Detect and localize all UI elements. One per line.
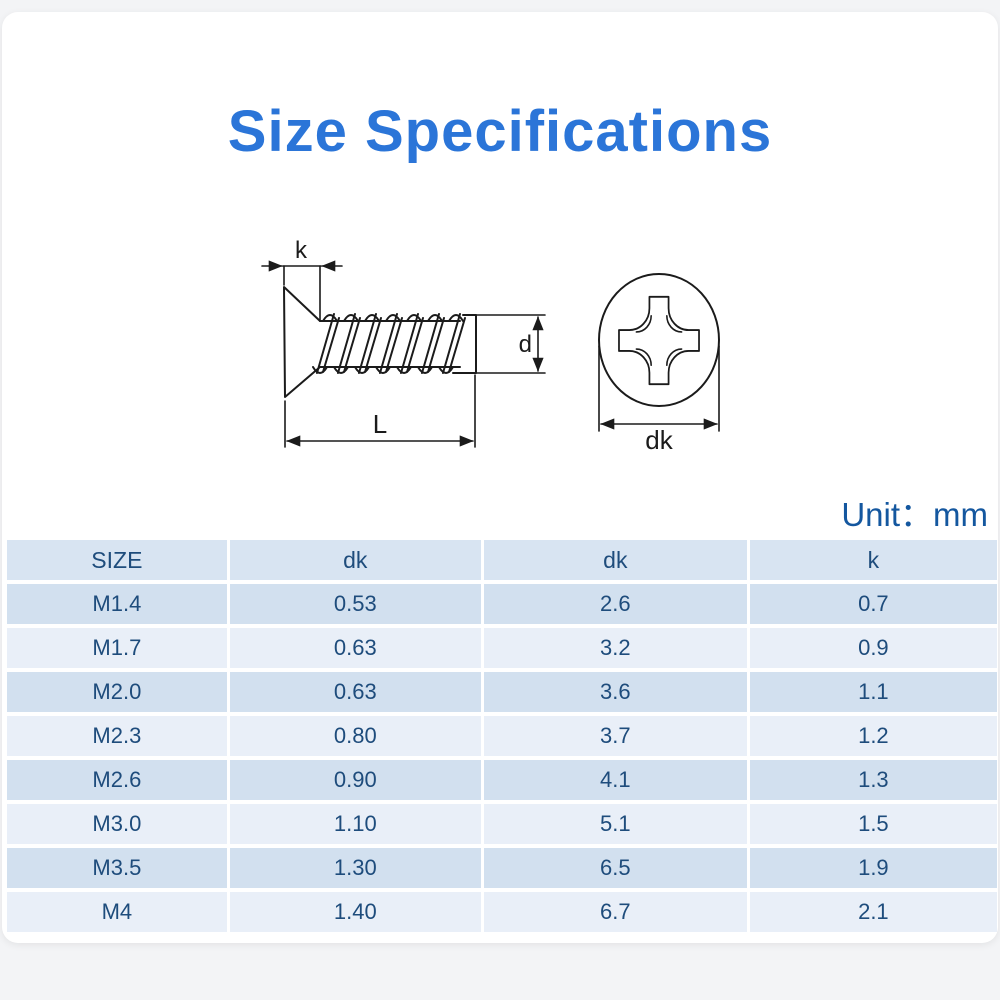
table-cell: 0.80 — [229, 716, 481, 756]
table-cell: M2.0 — [7, 672, 227, 712]
table-cell: M3.5 — [7, 848, 227, 888]
col-header-dk-2: dk — [483, 540, 747, 580]
table-cell: 0.9 — [749, 628, 997, 668]
table-cell: 3.7 — [483, 716, 747, 756]
screw-side-view: k d L — [261, 237, 546, 448]
table-cell: M2.6 — [7, 760, 227, 800]
table-cell: 2.1 — [749, 892, 997, 932]
screw-head-profile — [283, 286, 321, 398]
screw-thread-flights — [316, 313, 466, 374]
size-spec-table: SIZE dk dk k M1.4 0.53 2.6 0.7 M1.7 0.63 3.2 0.… — [4, 536, 1000, 936]
screw-thread-crests — [312, 314, 464, 374]
dim-label-L: L — [373, 409, 387, 439]
table-cell: 1.3 — [749, 760, 997, 800]
table-cell: 3.2 — [483, 628, 747, 668]
table-cell: 1.40 — [229, 892, 481, 932]
col-header-size: SIZE — [7, 540, 227, 580]
table-cell: 1.1 — [749, 672, 997, 712]
table-header-row: SIZE dk dk k — [7, 540, 997, 580]
table-cell: 0.63 — [229, 672, 481, 712]
spec-card: Size Specifications k — [2, 12, 998, 943]
table-cell: 1.9 — [749, 848, 997, 888]
unit-label: Unit：mm — [841, 496, 988, 533]
table-cell: 1.2 — [749, 716, 997, 756]
head-outline-circle — [598, 273, 720, 407]
table-cell: 6.7 — [483, 892, 747, 932]
table-row: M2.3 0.80 3.7 1.2 — [7, 716, 997, 756]
screw-head-top-view: dk — [598, 273, 720, 455]
table-row: M1.4 0.53 2.6 0.7 — [7, 584, 997, 624]
dimension-k: k — [261, 237, 343, 322]
table-cell: 1.5 — [749, 804, 997, 844]
table-cell: M1.7 — [7, 628, 227, 668]
size-spec-table-body: M1.4 0.53 2.6 0.7 M1.7 0.63 3.2 0.9 M2.0 0.63 3.6 1… — [7, 584, 997, 932]
table-cell: M3.0 — [7, 804, 227, 844]
screw-technical-drawing: k d L — [261, 237, 720, 455]
dimension-d: d — [475, 314, 546, 374]
table-cell: M4 — [7, 892, 227, 932]
table-row: M3.5 1.30 6.5 1.9 — [7, 848, 997, 888]
table-cell: 1.10 — [229, 804, 481, 844]
dim-label-dk: dk — [645, 425, 673, 455]
table-cell: 5.1 — [483, 804, 747, 844]
phillips-recess — [618, 295, 700, 386]
page-title: Size Specifications — [227, 99, 773, 164]
table-cell: 0.7 — [749, 584, 997, 624]
table-cell: M2.3 — [7, 716, 227, 756]
screw-tip-end — [452, 314, 477, 374]
table-cell: 0.53 — [229, 584, 481, 624]
table-cell: 3.6 — [483, 672, 747, 712]
table-cell: 0.90 — [229, 760, 481, 800]
table-row: M3.0 1.10 5.1 1.5 — [7, 804, 997, 844]
col-header-k: k — [749, 540, 997, 580]
col-header-dk-1: dk — [229, 540, 481, 580]
dim-label-k: k — [295, 237, 308, 264]
table-row: M2.6 0.90 4.1 1.3 — [7, 760, 997, 800]
dim-label-d: d — [519, 331, 532, 358]
table-row: M2.0 0.63 3.6 1.1 — [7, 672, 997, 712]
table-cell: 4.1 — [483, 760, 747, 800]
table-cell: 1.30 — [229, 848, 481, 888]
table-cell: M1.4 — [7, 584, 227, 624]
dimension-dk: dk — [598, 345, 720, 455]
table-cell: 6.5 — [483, 848, 747, 888]
dimension-L: L — [284, 374, 476, 448]
table-cell: 0.63 — [229, 628, 481, 668]
table-cell: 2.6 — [483, 584, 747, 624]
table-row: M1.7 0.63 3.2 0.9 — [7, 628, 997, 668]
table-row: M4 1.40 6.7 2.1 — [7, 892, 997, 932]
